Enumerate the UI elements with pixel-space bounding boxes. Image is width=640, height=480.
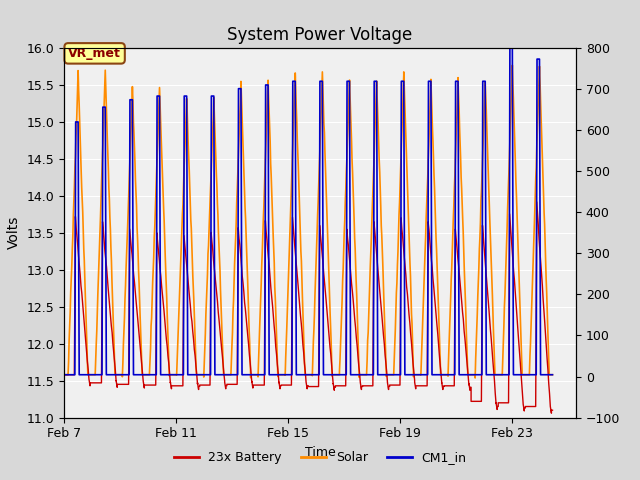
23x Battery — [533, 199, 541, 205]
23x Battery — [112, 378, 120, 384]
CM1_in — [115, 372, 122, 378]
Legend: 23x Battery, Solar, CM1_in: 23x Battery, Solar, CM1_in — [168, 446, 472, 469]
23x Battery — [379, 323, 387, 329]
CM1_in — [506, 45, 514, 51]
Solar — [60, 372, 68, 378]
Text: VR_met: VR_met — [68, 47, 121, 60]
CM1_in — [289, 78, 296, 84]
Solar — [392, 327, 399, 333]
Solar — [548, 372, 556, 378]
Title: System Power Voltage: System Power Voltage — [227, 25, 413, 44]
Line: Solar: Solar — [64, 65, 552, 378]
CM1_in — [479, 78, 486, 84]
Solar — [381, 324, 388, 330]
Y-axis label: Volts: Volts — [7, 216, 21, 250]
X-axis label: Time: Time — [305, 446, 335, 459]
CM1_in — [141, 372, 149, 378]
23x Battery — [99, 219, 106, 225]
23x Battery — [548, 410, 556, 416]
CM1_in — [548, 372, 556, 378]
23x Battery — [548, 408, 556, 413]
Solar — [424, 188, 431, 193]
23x Battery — [60, 372, 68, 378]
Solar — [538, 128, 545, 133]
Solar — [471, 375, 479, 381]
Solar — [508, 78, 516, 84]
23x Battery — [179, 383, 187, 389]
23x Battery — [164, 353, 172, 359]
Solar — [328, 356, 335, 361]
Line: 23x Battery: 23x Battery — [64, 202, 552, 413]
CM1_in — [537, 372, 545, 378]
CM1_in — [451, 372, 459, 378]
Solar — [509, 62, 516, 68]
CM1_in — [60, 372, 68, 378]
23x Battery — [269, 303, 276, 309]
Line: CM1_in: CM1_in — [64, 48, 552, 375]
